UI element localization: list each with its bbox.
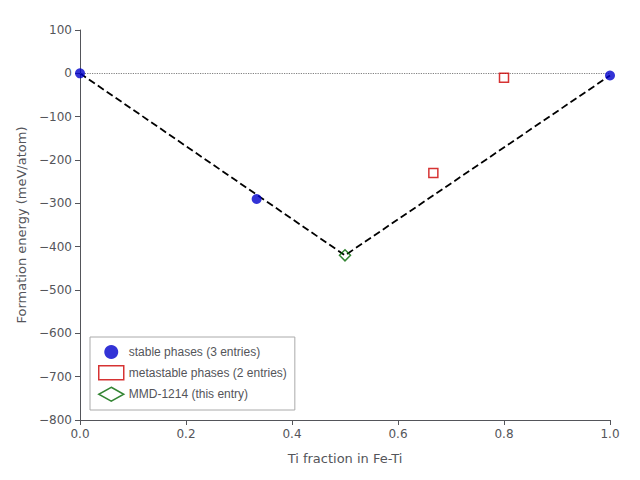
svg-text:−100: −100 (39, 110, 72, 124)
svg-text:0.4: 0.4 (282, 427, 301, 441)
svg-text:0.0: 0.0 (70, 427, 89, 441)
svg-text:−400: −400 (39, 240, 72, 254)
svg-text:0.6: 0.6 (388, 427, 407, 441)
svg-text:−600: −600 (39, 326, 72, 340)
svg-text:0: 0 (64, 66, 72, 80)
svg-text:Formation energy (meV/atom): Formation energy (meV/atom) (14, 127, 29, 324)
svg-text:MMD-1214 (this entry): MMD-1214 (this entry) (129, 387, 248, 401)
svg-text:0.8: 0.8 (494, 427, 513, 441)
svg-text:metastable phases (2 entries): metastable phases (2 entries) (129, 366, 287, 380)
svg-text:−500: −500 (39, 283, 72, 297)
svg-text:1.0: 1.0 (600, 427, 619, 441)
svg-text:−300: −300 (39, 196, 72, 210)
svg-text:Ti fraction in Fe-Ti: Ti fraction in Fe-Ti (287, 451, 403, 466)
svg-text:stable phases (3 entries): stable phases (3 entries) (129, 345, 260, 359)
svg-text:−800: −800 (39, 413, 72, 427)
svg-text:−700: −700 (39, 370, 72, 384)
svg-text:−200: −200 (39, 153, 72, 167)
svg-text:100: 100 (49, 23, 72, 37)
svg-text:0.2: 0.2 (176, 427, 195, 441)
